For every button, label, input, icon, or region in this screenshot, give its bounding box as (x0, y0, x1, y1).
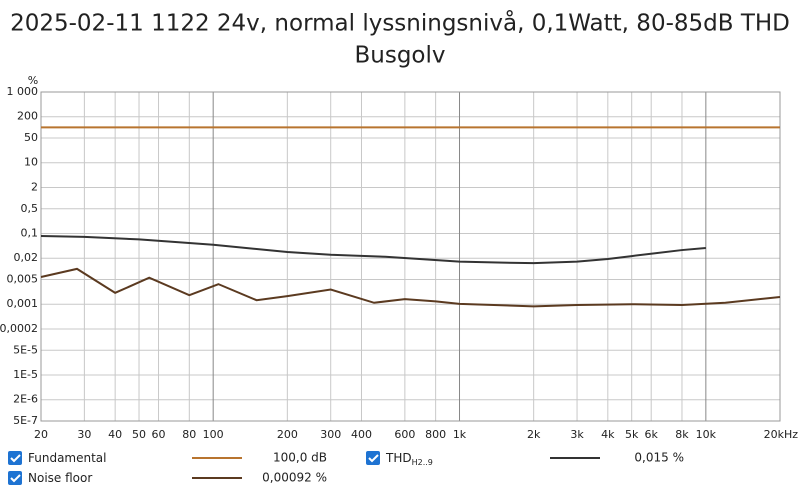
legend-checkbox[interactable] (366, 451, 380, 465)
x-tick-label: 60 (152, 428, 166, 441)
legend-checkbox[interactable] (8, 451, 22, 465)
series-line (40, 267, 781, 308)
x-tick-label: 30 (77, 428, 91, 441)
y-tick-label: 0,005 (7, 273, 39, 286)
chart-title: 2025-02-11 1122 24v, normal lyssningsniv… (10, 9, 790, 37)
y-tick-label: 0,02 (14, 251, 39, 264)
x-tick-label: 50 (132, 428, 146, 441)
x-tick-label: 6k (645, 428, 659, 441)
plot-area (41, 92, 780, 421)
x-tick-label: 300 (320, 428, 341, 441)
x-tick-label: 100 (203, 428, 224, 441)
y-tick-label: 10 (24, 156, 38, 169)
x-tick-label: 4k (601, 428, 615, 441)
x-tick-label: 20kHz (764, 428, 799, 441)
checkmark (10, 474, 21, 483)
x-tick-label: 800 (425, 428, 446, 441)
legend-label: Noise floor (28, 471, 92, 485)
y-tick-label: 5E-7 (13, 414, 38, 427)
y-tick-label: 200 (17, 110, 38, 123)
x-tick-label: 5k (625, 428, 639, 441)
x-tick-label: 20 (34, 428, 48, 441)
y-tick-label: 1 000 (7, 85, 39, 98)
x-tick-label: 8k (675, 428, 689, 441)
legend-label: Fundamental (28, 451, 107, 465)
y-tick-label: 2 (31, 180, 38, 193)
legend-value: 0,00092 % (262, 471, 327, 485)
x-tick-label: 1k (453, 428, 467, 441)
y-tick-label: 0,001 (7, 297, 39, 310)
y-tick-label: 5E-5 (13, 343, 38, 356)
checkmark (10, 454, 21, 463)
legend-value: 100,0 dB (273, 451, 327, 465)
x-tick-label: 200 (277, 428, 298, 441)
x-tick-label: 3k (570, 428, 584, 441)
legend-name: THD (385, 451, 412, 465)
legend-checkbox[interactable] (8, 471, 22, 485)
legend-item: Fundamental 100,0 dB (8, 451, 327, 465)
legend-name: Noise floor (28, 471, 92, 485)
x-tick-label: 80 (182, 428, 196, 441)
series-line (40, 234, 706, 265)
legend-subscript: H2..9 (412, 458, 433, 467)
y-tick-label: 2E-6 (13, 393, 38, 406)
y-tick-label: 1E-5 (13, 368, 38, 381)
x-tick-label: 600 (394, 428, 415, 441)
legend-value: 0,015 % (634, 451, 684, 465)
x-tick-label: 10k (696, 428, 717, 441)
legend-label: THDH2..9 (385, 451, 433, 467)
y-tick-label: 0,1 (21, 226, 39, 239)
x-tick-label: 40 (108, 428, 122, 441)
x-tick-label: 2k (527, 428, 541, 441)
plot-frame (40, 91, 781, 422)
legend-item: THDH2..9 0,015 % (366, 451, 684, 467)
legend-item: Noise floor 0,00092 % (8, 471, 327, 485)
x-tick-label: 400 (351, 428, 372, 441)
y-tick-label: 0,0002 (0, 322, 38, 335)
checkmark (368, 454, 379, 463)
y-axis-label: % (28, 74, 38, 87)
legend-name: Fundamental (28, 451, 107, 465)
chart-title: Busgolv (354, 43, 445, 69)
y-tick-label: 0,5 (21, 202, 39, 215)
y-tick-label: 50 (24, 131, 38, 144)
